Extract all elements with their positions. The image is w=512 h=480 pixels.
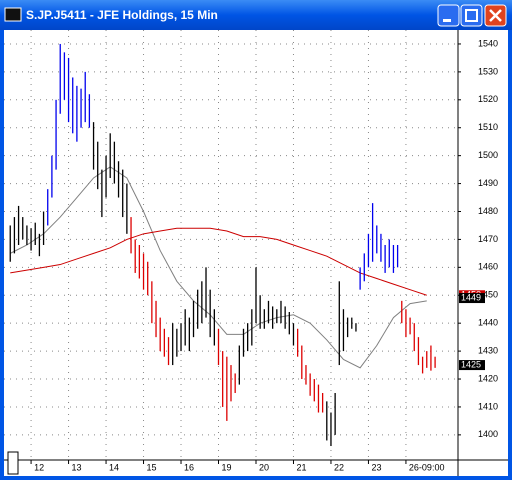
window-title: S.JP.J5411 - JFE Holdings, 15 Min (26, 8, 218, 22)
y-tick-label: 1460 (478, 262, 498, 272)
x-tick-label: 22 (334, 462, 344, 472)
x-tick-label: 13 (72, 462, 82, 472)
x-tick-label: 21 (296, 462, 306, 472)
y-tick-label: 1470 (478, 234, 498, 244)
y-tick-label: 1520 (478, 94, 498, 104)
y-tick-label: 1410 (478, 401, 498, 411)
y-tick-label: 1530 (478, 66, 498, 76)
minimize-button[interactable] (437, 4, 460, 27)
minimize-icon (443, 19, 451, 22)
y-tick-label: 1400 (478, 429, 498, 439)
maximize-button[interactable] (460, 4, 483, 27)
app-icon (4, 7, 22, 22)
scroll-box[interactable] (7, 451, 19, 475)
x-tick-label: 16 (184, 462, 194, 472)
y-tick-label: 1540 (478, 38, 498, 48)
price-tag-label: 1449 (461, 292, 481, 302)
y-tick-label: 1500 (478, 150, 498, 160)
y-tick-label: 1490 (478, 178, 498, 188)
price-tag (459, 293, 485, 304)
y-tick-label: 1430 (478, 345, 498, 355)
y-tick-label: 1440 (478, 318, 498, 328)
x-tick-label: 23 (371, 462, 381, 472)
price-tag-label: 1425 (461, 359, 481, 369)
title-bar (0, 0, 512, 30)
x-tick-label: 14 (109, 462, 119, 472)
moving-average (10, 227, 427, 296)
moving-average (10, 166, 427, 369)
maximize-icon (465, 9, 478, 22)
x-tick-label: 15 (147, 462, 157, 472)
y-tick-label: 1510 (478, 122, 498, 132)
price-tag (459, 360, 485, 371)
x-tick-label: 20 (259, 462, 269, 472)
x-tick-label: 19 (222, 462, 232, 472)
x-tick-label: 26-09:00 (409, 462, 445, 472)
x-tick-label: 12 (34, 462, 44, 472)
y-tick-label: 1480 (478, 206, 498, 216)
y-tick-label: 1450 (478, 290, 498, 300)
y-tick-label: 1420 (478, 373, 498, 383)
close-icon (489, 9, 502, 22)
